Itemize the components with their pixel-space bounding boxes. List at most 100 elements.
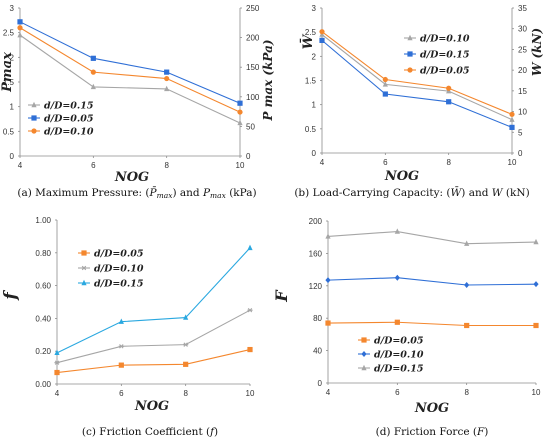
caption-part: (a) Maximum Pressure: ( — [17, 187, 149, 199]
data-point — [17, 31, 23, 38]
y-tick-label-0.40: 0.40 — [35, 314, 51, 323]
y-tick-label-80: 80 — [313, 314, 322, 323]
caption-part: max — [157, 191, 174, 200]
y-right-tick-label-35: 35 — [518, 4, 527, 13]
y-right-tick-label-25: 25 — [518, 45, 527, 54]
x-tick-label-6: 6 — [91, 161, 96, 170]
series-line — [56, 247, 251, 354]
legend-marker — [31, 101, 37, 108]
caption-part: P̄ — [149, 186, 158, 199]
data-point — [118, 318, 124, 324]
y-tick-label-0.00: 0.00 — [35, 380, 51, 389]
series-d/D=0.05 — [319, 29, 515, 117]
x-tick-label-10: 10 — [532, 388, 541, 397]
series-line — [327, 277, 537, 286]
data-point — [394, 319, 400, 325]
series-d/D=0.15 — [325, 228, 539, 246]
data-point — [183, 342, 189, 347]
x-tick-label-4: 4 — [320, 158, 325, 167]
data-point — [509, 116, 515, 122]
y-tick-label-2.5: 2.5 — [3, 29, 15, 38]
data-point — [394, 274, 400, 281]
y-tick-label-1.5: 1.5 — [3, 78, 15, 87]
series-d/D=0.10 — [54, 307, 253, 365]
series-line — [321, 31, 513, 115]
x-tick-label-10: 10 — [236, 161, 245, 170]
series-d/D=0.05 — [54, 346, 253, 376]
legend-item: d/D=0.15 — [78, 279, 144, 290]
legend-marker — [81, 250, 87, 256]
y-right-tick-label-10: 10 — [518, 108, 527, 117]
data-point — [164, 69, 170, 75]
y-axis-label-right: P max (kPa) — [261, 39, 275, 121]
legend-label: d/D=0.05 — [420, 66, 470, 77]
legend-item: d/D=0.10 — [404, 34, 470, 45]
data-point — [533, 322, 539, 329]
legend-item: d/D=0.10 — [358, 350, 424, 361]
legend-marker — [407, 34, 413, 41]
data-point — [90, 83, 96, 90]
data-point — [118, 344, 124, 349]
caption: (c) Friction Coefficient (f) — [82, 426, 218, 438]
y-right-tick-label-200: 200 — [246, 34, 260, 43]
series-line — [327, 230, 537, 245]
y-tick-label-0.5: 0.5 — [3, 127, 15, 136]
y-axis-label: P̄max — [0, 52, 15, 93]
series-line — [19, 27, 241, 113]
caption-part: (kPa) — [226, 187, 257, 199]
data-point — [54, 360, 60, 365]
series-d/D=0.15 — [319, 37, 515, 130]
legend-label: d/D=0.05 — [374, 336, 424, 347]
y-tick-label-0.80: 0.80 — [35, 249, 51, 258]
data-point — [509, 124, 515, 130]
data-point — [164, 85, 170, 92]
series-d/D=0.15 — [54, 244, 253, 356]
caption: (d) Friction Force (F) — [376, 426, 489, 438]
y-right-tick-label-0: 0 — [518, 149, 523, 158]
legend-marker — [81, 265, 87, 271]
y-tick-label-2: 2 — [10, 53, 15, 62]
caption-part: F — [476, 426, 485, 438]
caption-part: W — [492, 187, 504, 199]
y-tick-label-0: 0 — [312, 149, 317, 158]
data-point — [325, 233, 331, 239]
legend-item: d/D=0.10 — [28, 127, 94, 138]
legend-marker — [31, 128, 37, 134]
y-tick-label-200: 200 — [309, 217, 323, 226]
series-d/D=0.10 — [17, 25, 243, 115]
data-point — [183, 314, 189, 320]
legend-label: d/D=0.15 — [44, 101, 94, 112]
x-tick-label-6: 6 — [119, 389, 124, 398]
legend-label: d/D=0.10 — [44, 127, 94, 138]
legend-label: d/D=0.15 — [374, 364, 424, 375]
data-point — [394, 228, 400, 234]
data-point — [446, 99, 452, 105]
y-right-tick-label-15: 15 — [518, 87, 527, 96]
data-point — [325, 320, 331, 326]
legend-label: d/D=0.05 — [94, 249, 144, 260]
legend-item: d/D=0.05 — [404, 66, 470, 77]
y-tick-label-0: 0 — [318, 379, 323, 388]
x-tick-label-8: 8 — [464, 388, 469, 397]
legend-marker — [361, 364, 367, 371]
y-axis-label: F — [272, 289, 291, 303]
data-point — [247, 244, 253, 251]
series-line — [327, 321, 536, 327]
data-point — [183, 361, 189, 367]
y-tick-label-1: 1 — [312, 101, 317, 110]
series-d/D=0.05 — [17, 19, 243, 106]
caption-part: (b) Load-Carrying Capacity: ( — [294, 187, 450, 199]
caption-part: ) — [484, 426, 488, 438]
series-d/D=0.10 — [325, 274, 539, 288]
data-point — [118, 362, 124, 368]
series-line — [321, 34, 513, 121]
legend-item: d/D=0.05 — [78, 249, 144, 260]
legend-label: d/D=0.10 — [374, 350, 424, 361]
x-axis-label: NOG — [384, 169, 419, 184]
data-point — [464, 322, 470, 329]
caption: (b) Load-Carrying Capacity: (W̄) and W (… — [294, 186, 529, 199]
caption-part: (c) Friction Coefficient ( — [82, 426, 210, 438]
x-axis-label: NOG — [414, 401, 449, 416]
